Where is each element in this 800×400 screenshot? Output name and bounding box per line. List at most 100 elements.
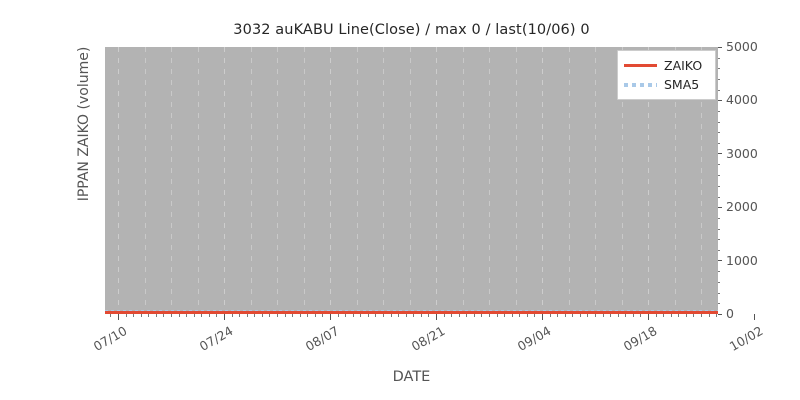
x-axis-tick-label: 08/21 [408,323,448,355]
y-axis-minor-tick [718,217,720,219]
x-axis-minor-tick [534,314,536,317]
x-axis-minor-tick [125,314,127,317]
x-axis-minor-tick [375,314,377,317]
y-axis-minor-tick [718,79,720,81]
y-axis-tick-label: 2000 [726,199,758,215]
y-axis-tick-label: 3000 [726,145,758,161]
gridline-vertical-minor [701,47,702,314]
gridline-vertical-minor [568,47,570,314]
y-axis-minor-tick [718,249,720,251]
y-axis-minor-tick [718,196,720,198]
x-axis-minor-tick [155,314,157,317]
gridline-vertical [542,47,543,314]
gridline-vertical-minor [462,47,464,314]
y-axis-minor-tick [718,271,720,273]
x-axis-minor-tick [610,314,612,317]
x-axis-minor-tick [254,314,256,317]
legend-swatch-zaiko-icon [624,60,657,72]
x-axis-minor-tick [390,314,392,317]
gridline-vertical-minor [171,47,172,314]
x-axis-minor-tick [420,314,422,317]
chart-legend[interactable]: ZAIKO SMA5 [617,50,716,100]
gridline-vertical-minor [409,47,411,314]
x-axis-minor-tick [110,314,112,317]
series-line-zaiko [105,311,718,314]
plot-area [105,47,718,314]
y-axis-minor-tick [718,111,720,113]
y-axis-minor-tick [718,132,720,134]
x-axis-tick-label: 10/02 [726,323,766,355]
x-axis-minor-tick [504,314,506,317]
gridline-vertical-minor [250,47,252,314]
x-axis-minor-tick [557,314,559,317]
x-axis-minor-tick [171,314,172,317]
series-layer [105,47,718,314]
x-axis-minor-tick [231,314,233,317]
x-axis-minor-tick [337,314,339,317]
x-axis-minor-tick [186,314,188,317]
legend-label-sma5: SMA5 [664,77,700,92]
x-axis-tick [224,314,225,320]
x-axis-tick [118,314,119,320]
x-axis-minor-tick [489,314,490,317]
y-axis-tick-label: 4000 [726,92,758,108]
gridline-vertical [224,47,225,314]
x-axis-minor-tick [314,314,316,317]
x-axis-minor-tick [307,314,309,317]
x-axis-minor-tick [239,314,241,317]
y-axis-minor-tick [718,175,720,177]
x-axis-minor-tick [458,314,460,317]
x-axis-minor-tick [678,314,680,317]
x-axis-minor-tick [708,314,710,317]
x-axis-minor-tick [299,314,301,317]
x-axis-minor-tick [685,314,687,317]
x-axis-minor-tick [443,314,445,317]
gridline-vertical [648,47,649,314]
x-axis-tick [330,314,331,320]
x-axis-minor-tick [178,314,180,317]
x-axis-minor-tick [564,314,566,317]
x-axis-minor-tick [398,314,400,317]
gridline-vertical-minor [144,47,146,314]
y-axis-minor-tick [718,57,720,59]
gridline-vertical-minor [621,47,623,314]
y-axis-tick-mark [718,313,722,315]
y-axis-minor-tick [718,292,720,294]
x-axis-minor-tick [216,314,218,317]
y-axis: 0 1000 2000 3000 4000 5000 [718,39,798,321]
x-axis-minor-tick [277,314,278,317]
x-axis-tick [754,314,755,320]
x-axis-minor-tick [405,314,407,317]
x-axis-minor-tick [481,314,483,317]
x-axis-minor-tick [655,314,657,317]
x-axis-minor-tick [246,314,248,317]
gridline-vertical-minor [277,47,278,314]
legend-item-sma5[interactable]: SMA5 [624,75,709,94]
x-axis-minor-tick [640,314,642,317]
x-axis-minor-tick [133,314,135,317]
x-axis-minor-tick [473,314,475,317]
legend-item-zaiko[interactable]: ZAIKO [624,56,709,75]
y-axis-tick-label: 0 [726,306,734,321]
x-axis-minor-tick [322,314,324,317]
y-axis-minor-tick [718,281,720,283]
x-axis-minor-tick [345,314,347,317]
x-axis-minor-tick [284,314,286,317]
x-axis-minor-tick [352,314,354,317]
x-axis-tick-label: 09/04 [514,323,554,355]
x-axis-minor-tick [602,314,604,317]
x-axis-minor-tick [693,314,695,317]
x-axis-minor-tick [632,314,634,317]
x-axis-minor-tick [663,314,665,317]
x-axis-minor-tick [587,314,589,317]
x-axis-tick [542,314,543,320]
x-axis-minor-tick [269,314,271,317]
y-axis-minor-tick [718,239,720,241]
x-axis-minor-tick [526,314,528,317]
y-axis-tick-label: 5000 [726,39,758,54]
x-axis-minor-tick [579,314,581,317]
gridline-vertical-minor [674,47,676,314]
x-axis-minor-tick [595,314,596,317]
x-axis-minor-tick [367,314,369,317]
y-axis-minor-tick [718,89,720,91]
